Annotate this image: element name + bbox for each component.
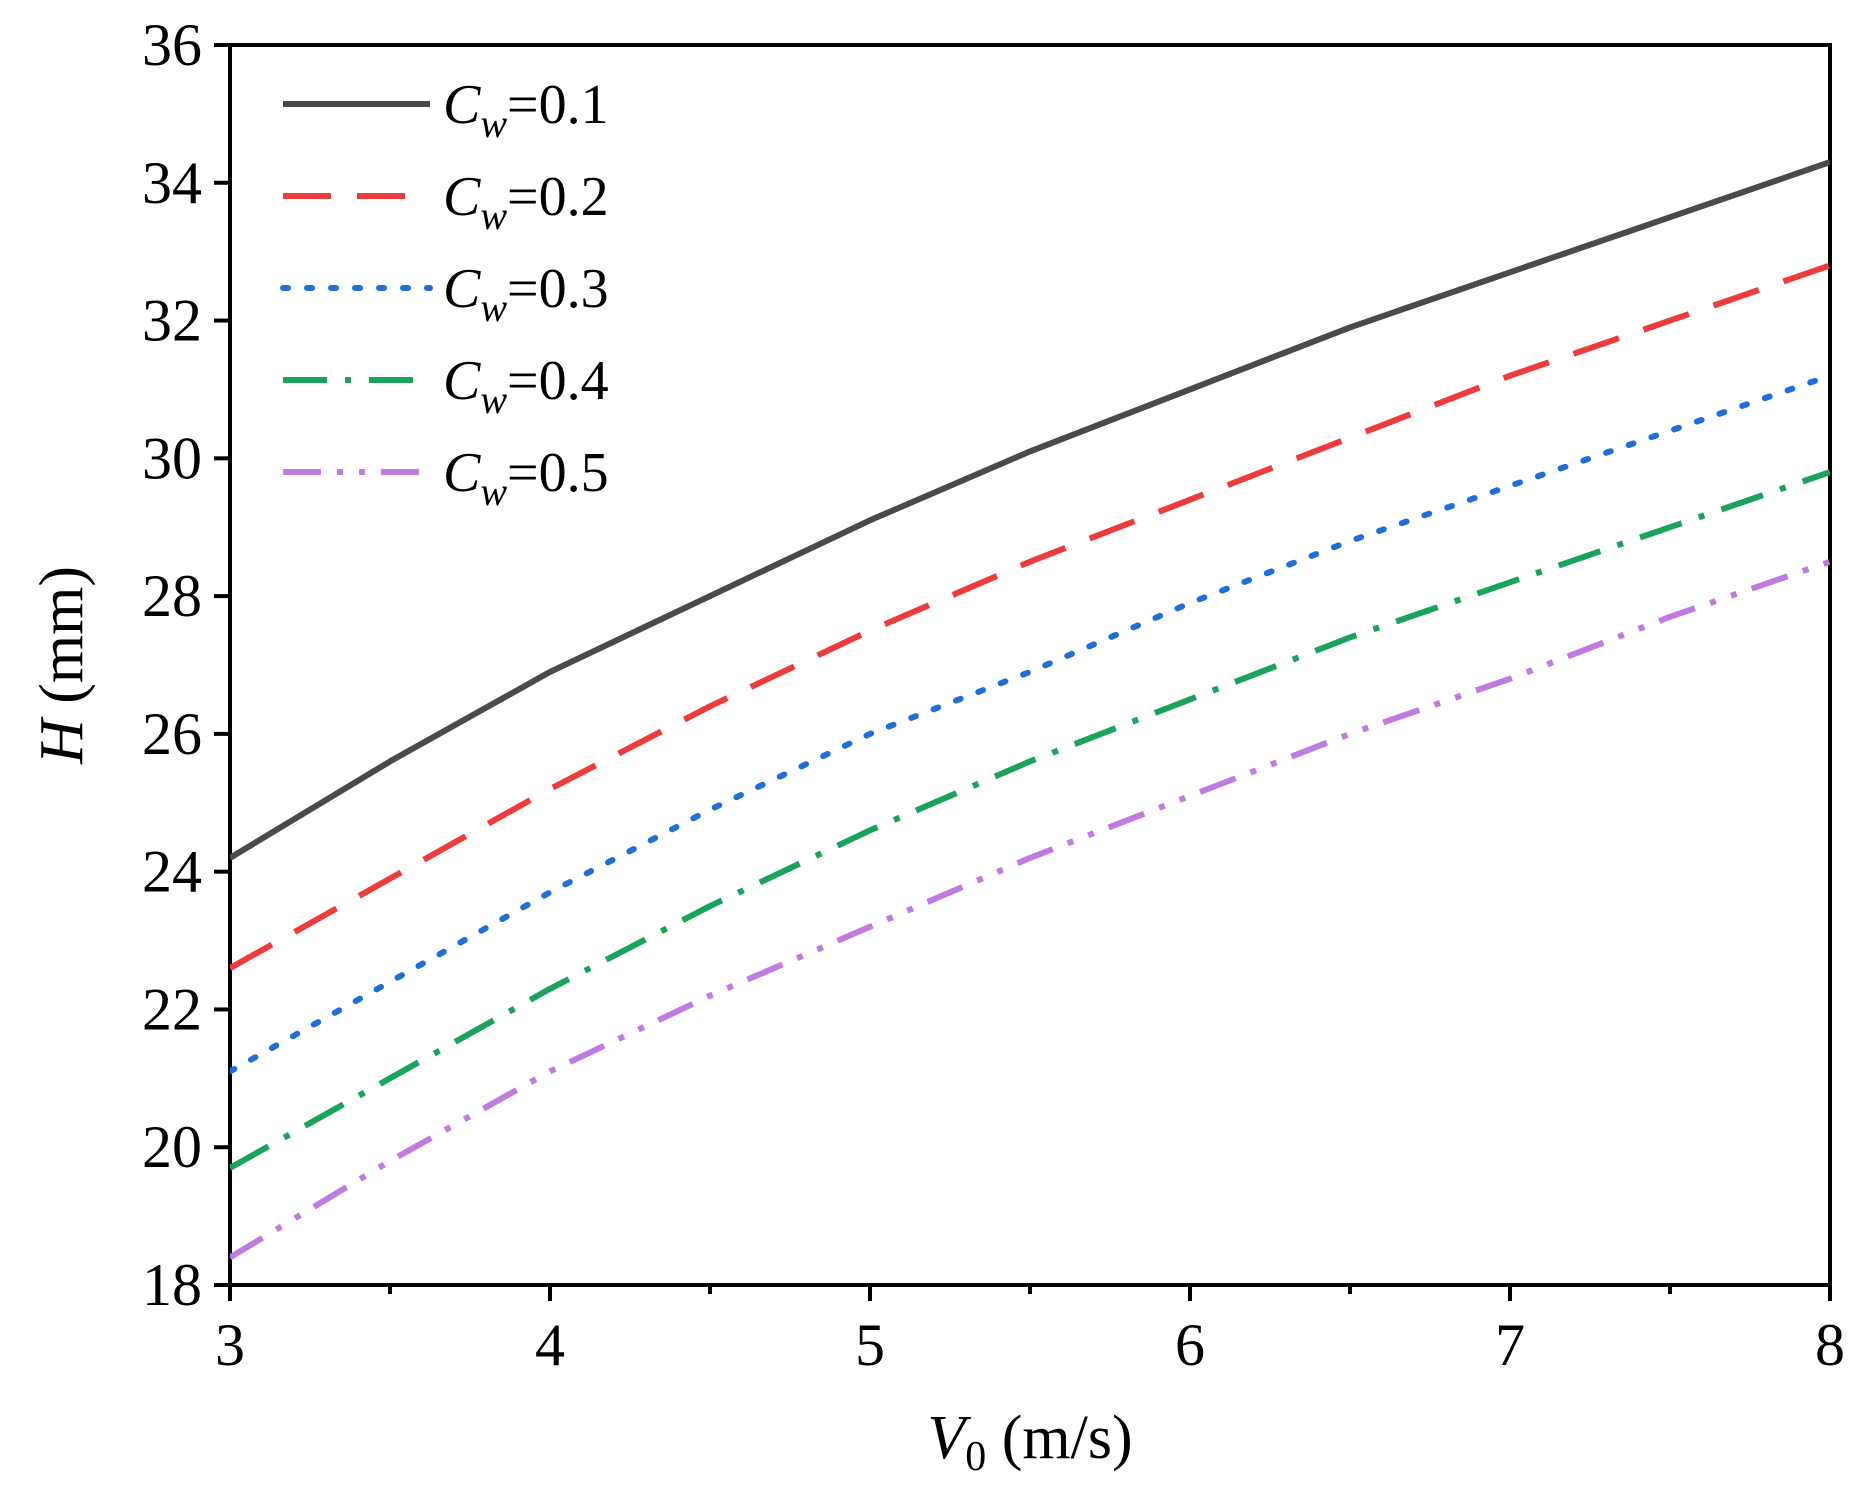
series-line-4 xyxy=(230,469,1830,1171)
legend-label-5: Cw=0.5 xyxy=(443,442,609,514)
series-line-3 xyxy=(230,372,1830,1075)
y-tick-label: 26 xyxy=(142,701,202,767)
y-tick-label: 30 xyxy=(142,425,202,491)
x-axis-title: V0 (m/s) xyxy=(927,1404,1132,1480)
y-tick-label: 20 xyxy=(142,1114,202,1180)
y-tick-label: 24 xyxy=(142,839,202,905)
x-tick-label: 4 xyxy=(535,1312,565,1378)
legend: Cw=0.1 Cw=0.2 Cw=0.3 Cw=0.4 Cw=0.5 xyxy=(280,74,609,514)
y-tick-label: 34 xyxy=(142,150,202,216)
legend-label-1: Cw=0.1 xyxy=(443,74,609,146)
legend-label-2: Cw=0.2 xyxy=(443,166,609,238)
series-line-2 xyxy=(230,262,1830,971)
series-line-1 xyxy=(230,159,1830,861)
x-tick-label: 6 xyxy=(1175,1312,1205,1378)
x-tick-label: 3 xyxy=(215,1312,245,1378)
legend-label-3: Cw=0.3 xyxy=(443,258,609,330)
x-tick-label: 7 xyxy=(1495,1312,1525,1378)
y-axis-title: H (mm) xyxy=(28,566,96,765)
series-line-5 xyxy=(230,558,1830,1260)
legend-label-4: Cw=0.4 xyxy=(443,350,609,422)
plot-frame xyxy=(228,43,1832,1287)
y-tick-label: 28 xyxy=(142,563,202,629)
x-tick-label: 5 xyxy=(855,1312,885,1378)
y-tick-label: 36 xyxy=(142,12,202,78)
y-tick-label: 22 xyxy=(142,976,202,1042)
y-tick-label: 18 xyxy=(142,1252,202,1318)
x-tick-label: 8 xyxy=(1815,1312,1845,1378)
y-tick-label: 32 xyxy=(142,288,202,354)
